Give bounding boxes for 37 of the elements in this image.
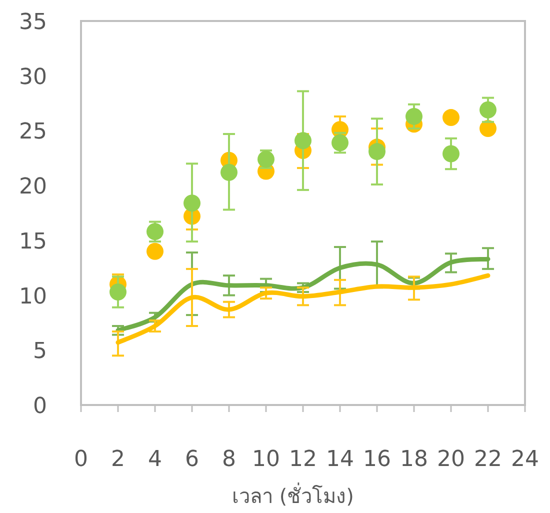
x-tick-label: 0 <box>74 447 88 472</box>
point <box>110 283 126 300</box>
x-axis-title: เวลา (ชั่วโมง) <box>232 482 354 508</box>
x-tick-label: 18 <box>400 447 428 472</box>
point <box>184 194 200 212</box>
y-tick-label: 0 <box>33 394 47 419</box>
y-tick-label: 30 <box>19 64 47 90</box>
x-tick-label: 14 <box>326 447 354 472</box>
x-tick-label: 6 <box>185 447 199 472</box>
x-tick-label: 12 <box>289 447 317 472</box>
line-series <box>116 256 490 333</box>
point <box>442 109 460 126</box>
y-tick-label: 20 <box>19 174 47 200</box>
y-tick-label: 5 <box>33 339 47 364</box>
x-tick-label: 16 <box>363 447 391 472</box>
point <box>220 164 238 181</box>
x-tick-label: 22 <box>474 447 502 472</box>
x-tick-label: 24 <box>511 447 539 472</box>
point <box>406 108 422 125</box>
x-tick-label: 20 <box>437 447 465 472</box>
point <box>480 120 496 138</box>
point <box>368 143 386 160</box>
point <box>480 101 496 118</box>
x-tick-label: 10 <box>252 447 280 472</box>
line-series <box>116 273 490 345</box>
point <box>442 145 460 162</box>
point <box>146 223 164 240</box>
x-tick-label: 2 <box>111 447 125 472</box>
y-tick-label: 25 <box>19 120 47 145</box>
point <box>294 132 312 150</box>
y-tick-label: 15 <box>19 229 47 254</box>
y-tick-label: 35 <box>19 10 47 35</box>
x-tick-label: 4 <box>148 447 162 472</box>
point <box>146 242 164 260</box>
x-tick-label: 8 <box>222 447 236 472</box>
y-tick-label: 10 <box>19 284 47 310</box>
point <box>332 134 348 152</box>
